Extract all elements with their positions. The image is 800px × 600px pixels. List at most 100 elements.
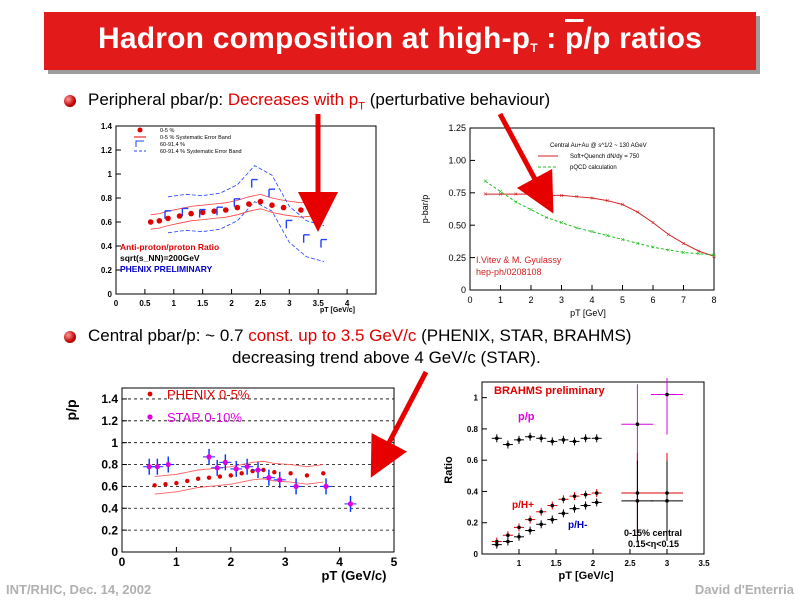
data-point-peripheral [285, 219, 293, 229]
data-point-star [146, 464, 152, 470]
credit-author: I.Vitev & M. Gyulassy [476, 255, 562, 265]
x-tick-label: 4 [345, 299, 350, 308]
label-pbar-p: p/p [518, 411, 535, 423]
data-point-star [266, 475, 272, 481]
data-point [594, 436, 599, 441]
data-point [517, 525, 521, 530]
x-tick-label: 1 [498, 295, 503, 305]
data-point-star [154, 464, 160, 470]
data-point-star [244, 464, 250, 470]
x-tick-label: 2 [591, 559, 596, 568]
x-tick-label: 3 [287, 299, 292, 308]
x-tick-label: 1 [173, 555, 180, 569]
label-centrality: 0-15% central [624, 528, 682, 538]
x-tick-label: 7 [681, 295, 686, 305]
data-point-phenix [321, 471, 326, 476]
y-tick-label: 0.4 [101, 242, 113, 251]
y-tick-label: 0 [474, 550, 479, 559]
data-point-central [211, 208, 218, 214]
x-tick-label: 2 [229, 299, 234, 308]
data-point-marker: × [575, 225, 579, 232]
data-point-central [234, 204, 241, 211]
data-point-peripheral [302, 234, 310, 243]
x-tick-label: 0 [119, 555, 126, 569]
y-tick-label: 0.75 [448, 188, 466, 198]
chart-vitev-gyulassy: 0 1 2 3 4 5 6 7 8 0 0.25 0.50 0.75 1.00 1.25 × × × × × × × × × ×… [420, 123, 717, 318]
slide-title: Hadron composition at high-pT : p/p rati… [44, 22, 756, 56]
data-point-phenix [288, 471, 293, 476]
data-point-marker: × [605, 198, 609, 205]
chart-phenix-star-central-plot: 0 1 2 3 4 5 0 0.2 0.4 0.6 0.8 1 1.2 1.4 PHENIX 0-5% STA… [63, 387, 398, 583]
legend-marker [137, 127, 143, 133]
y-tick-label: 0.8 [101, 458, 118, 472]
data-point-star [293, 483, 299, 489]
x-tick-label: 2 [227, 555, 234, 569]
y-tick-label: 0.6 [467, 456, 479, 465]
data-point-marker: × [514, 192, 518, 199]
legend-label: PHENIX 0-5% [167, 387, 250, 402]
plot-frame [469, 127, 715, 291]
bullet-2-suffix: (PHENIX, STAR, BRAHMS) [416, 326, 632, 345]
data-point-marker: × [681, 250, 685, 257]
x-tick-label: 0 [114, 299, 119, 308]
bullet-2-highlight: const. up to 3.5 GeV/c [248, 326, 417, 345]
data-point-marker: × [529, 192, 533, 199]
annotation-energy: sqrt(s_NN)=200GeV [120, 253, 200, 263]
title-main: Hadron composition at high-p [97, 22, 531, 55]
data-point [594, 491, 599, 495]
data-point-central [156, 218, 163, 224]
data-point-central [321, 204, 327, 211]
chart-brahms-plot: 1 1.5 2 2.5 3 3.5 0 0.2 0.4 0.6 0.8 1 BRAHMS prelimi… [443, 378, 710, 582]
y-tick-label: 0 [108, 290, 113, 299]
data-point-central [199, 209, 206, 216]
data-point-peripheral [250, 178, 258, 188]
footer-left: INT/RHIC, Dec. 14, 2002 [6, 582, 152, 597]
x-tick-label: 2.5 [255, 299, 267, 308]
title-sub: T [530, 41, 538, 55]
data-point-central [246, 201, 252, 207]
footer-right: David d'Enterria [694, 582, 794, 597]
y-axis-label: p/p [63, 400, 79, 421]
legend-label: 0-5 % Systematic Error Band [160, 135, 231, 141]
y-tick-label: 0.2 [101, 523, 118, 537]
data-point-phenix [217, 474, 223, 479]
y-tick-label: 0.6 [101, 218, 113, 227]
data-point-peripheral [320, 238, 327, 248]
data-point-marker: × [636, 210, 640, 217]
legend-label: pQCD calculation [570, 165, 617, 171]
data-point-marker: × [712, 253, 716, 260]
data-point-marker: × [590, 229, 594, 236]
x-tick-label: 5 [391, 555, 398, 569]
data-point-star [233, 466, 239, 472]
x-tick-label: 4 [336, 555, 343, 569]
y-tick-label: 0.25 [448, 253, 466, 263]
data-point-marker: × [651, 245, 655, 252]
legend-marker [135, 140, 144, 147]
data-point [539, 436, 543, 441]
y-tick-label: 1.25 [448, 123, 466, 133]
y-axis-label: Ratio [443, 456, 455, 484]
data-point-phenix [185, 478, 190, 484]
legend-label: 0-5 % [160, 128, 174, 134]
title-sep: : [537, 22, 565, 55]
x-axis-label: pT (GeV/c) [321, 568, 386, 583]
data-point [635, 422, 640, 427]
data-point-marker: × [544, 193, 548, 200]
data-point-peripheral [198, 208, 206, 218]
chart-vitev-gyulassy-plot: 0 1 2 3 4 5 6 7 8 0 0.25 0.50 0.75 1.00 1.25 × × × × × × × × × ×… [420, 123, 717, 318]
y-tick-label: 0.2 [101, 266, 113, 275]
x-tick-label: 3.5 [698, 559, 710, 568]
data-point-phenix [272, 469, 277, 475]
data-point [583, 436, 588, 441]
y-tick-label: 1.4 [101, 392, 118, 406]
data-point [528, 434, 532, 439]
data-point-central [257, 198, 264, 205]
x-tick-label: 5 [620, 295, 625, 305]
legend-label: Soft+Quench dN/dy = 750 [570, 154, 640, 160]
data-point [583, 503, 588, 508]
bullet-1-text: Peripheral pbar/p: Decreases with pT (pe… [88, 90, 550, 112]
x-axis-label: pT [GeV/c] [320, 307, 355, 314]
data-point-star [255, 467, 261, 473]
data-point-phenix [239, 471, 244, 476]
plot-frame [115, 125, 377, 295]
